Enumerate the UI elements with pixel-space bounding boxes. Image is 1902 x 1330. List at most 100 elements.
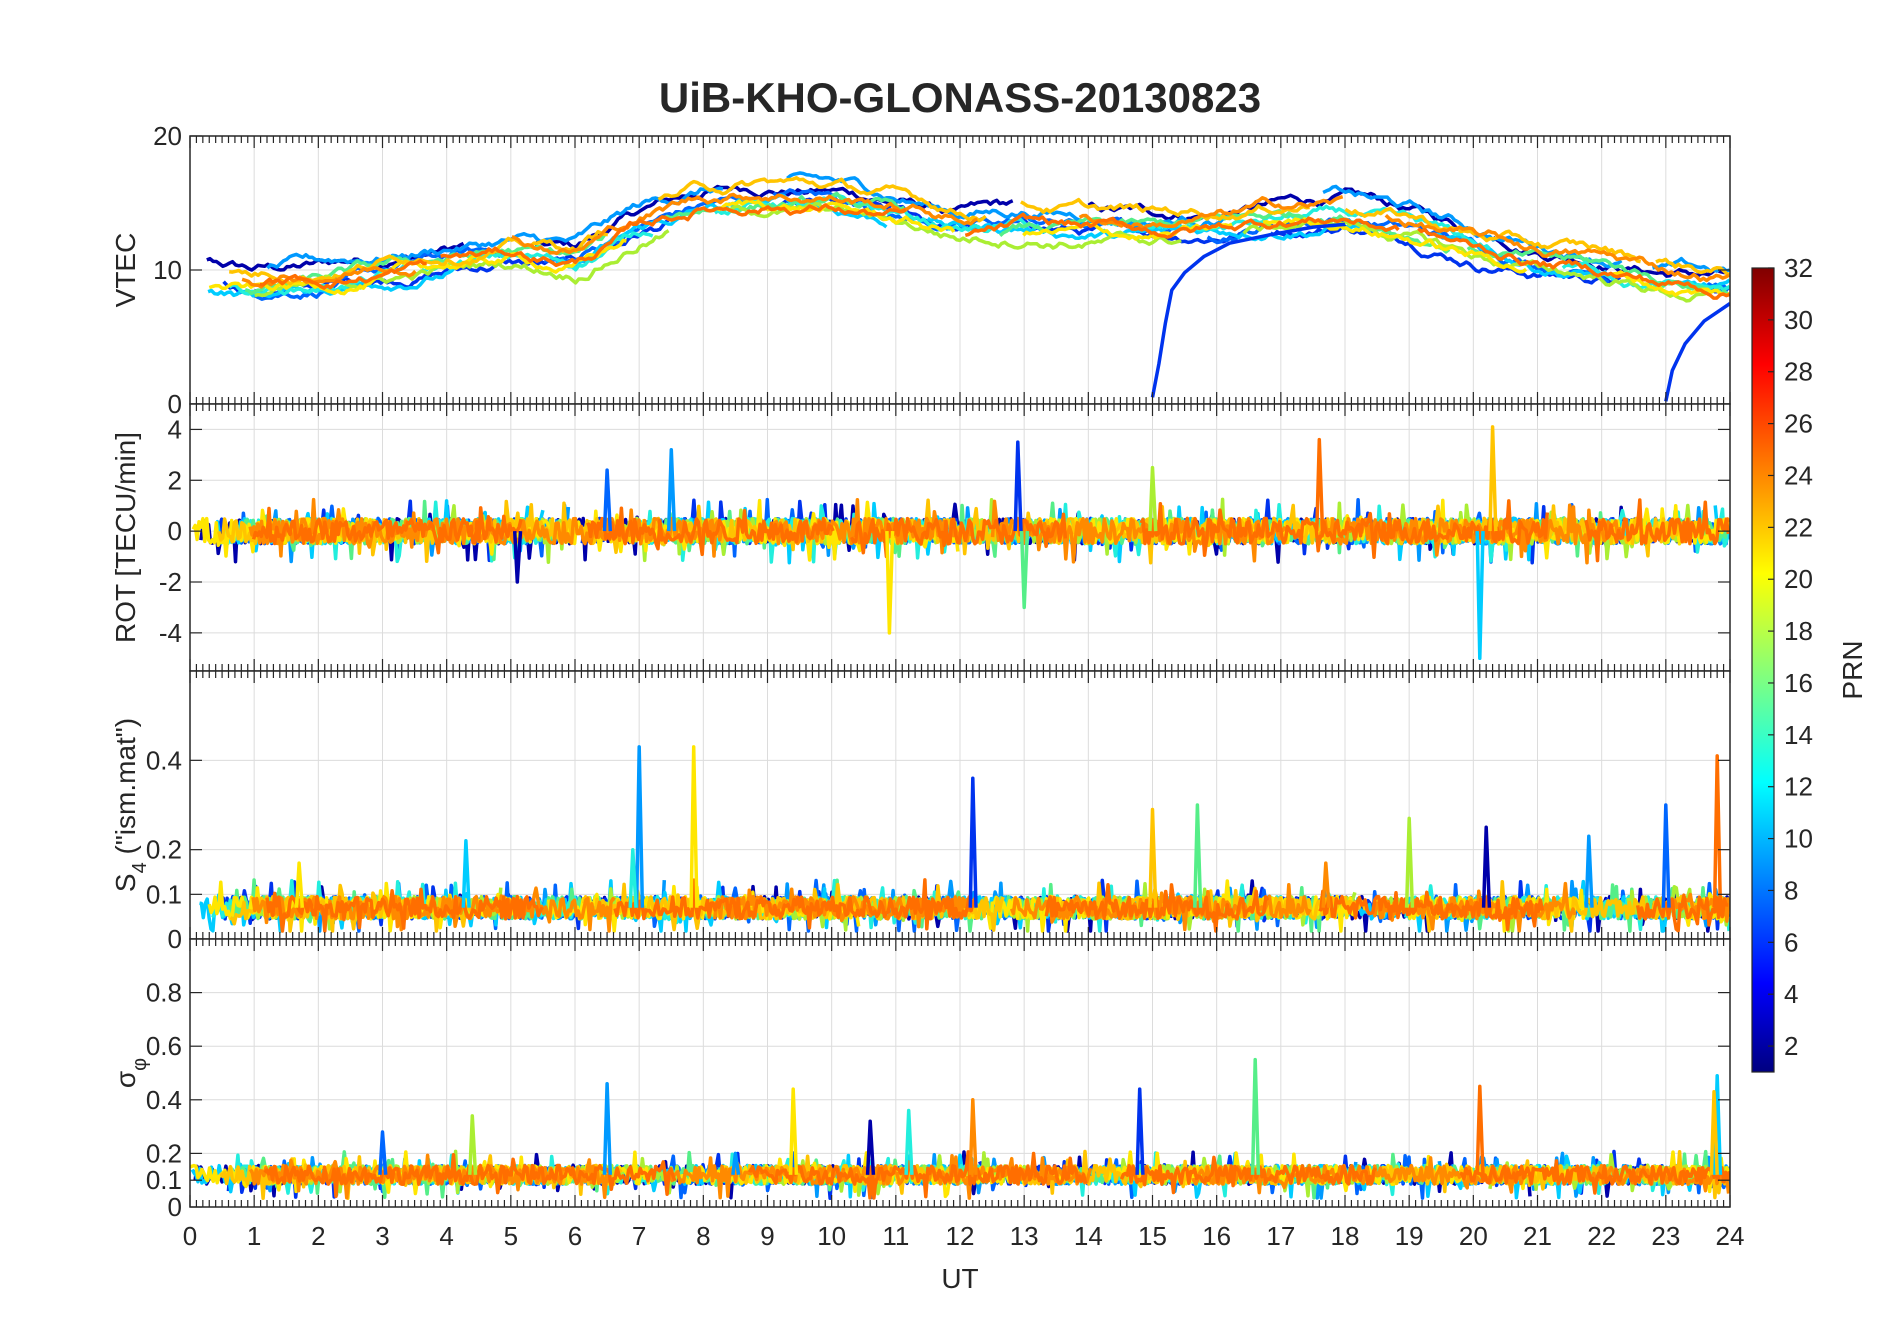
x-tick-label: 13: [1010, 1221, 1039, 1251]
colorbar-tick-label: 16: [1784, 668, 1813, 698]
series-spike-prn-18: [468, 1114, 478, 1175]
y-tick-label: 0.6: [146, 1031, 182, 1061]
y-tick-label: 4: [168, 414, 182, 444]
colorbar-tick-label: 22: [1784, 512, 1813, 542]
panel-series: [191, 425, 1730, 661]
y-axis-label-subscript: 4: [129, 862, 151, 873]
x-tick-label: 11: [882, 1221, 909, 1251]
panel-ticks: [189, 404, 1731, 671]
series-spike-prn-11: [461, 838, 471, 908]
colorbar-tick-label: 10: [1784, 824, 1813, 854]
colorbar-tick-label: 24: [1784, 460, 1813, 490]
y-axis-label: σφ: [110, 1058, 151, 1088]
series-line-prn-24: [265, 887, 544, 933]
colorbar-tick-label: 30: [1784, 305, 1813, 335]
series-track-prn-5: [1150, 222, 1346, 398]
series-line-prn-24: [1635, 893, 1729, 933]
y-tick-label: 0: [168, 516, 182, 546]
series-spike-prn-24: [1315, 437, 1325, 532]
series-spike-prn-2: [865, 1119, 876, 1175]
y-tick-label: 0.4: [146, 1085, 182, 1115]
series-spike-prn-2: [1481, 825, 1492, 908]
series-line-prn-7: [251, 246, 504, 301]
series-spike-prn-20: [294, 861, 305, 908]
y-tick-label: 0.2: [146, 835, 182, 865]
series-spike-prn-5: [1135, 1087, 1145, 1175]
series-line-prn-2: [1087, 187, 1465, 232]
colorbar-tick-label: 18: [1784, 616, 1813, 646]
series-spike-prn-2: [512, 530, 523, 584]
colorbar-tick-label: 26: [1784, 409, 1813, 439]
series-spike-prn-21: [1148, 807, 1158, 908]
series-line-prn-13: [228, 263, 407, 297]
series-line-prn-24: [613, 878, 977, 931]
series-spike-prn-5: [1013, 440, 1023, 532]
colorbar-tick-label: 28: [1784, 357, 1813, 387]
y-tick-label: 10: [153, 255, 182, 285]
series-spike-prn-24: [1475, 1084, 1485, 1175]
series-line-prn-21: [1020, 197, 1310, 222]
series-line-prn-20: [1610, 270, 1730, 297]
series-line-prn-21: [1344, 206, 1641, 264]
x-tick-label: 20: [1459, 1221, 1488, 1251]
series-spike-prn-7: [378, 1130, 388, 1175]
series-spike-prn-5: [968, 776, 978, 908]
panel-sigma: 00.10.2 0.4 0.6 0.8 σφ: [110, 938, 1731, 1222]
x-tick-label: 18: [1331, 1221, 1360, 1251]
series-spike-prn-24: [1712, 754, 1723, 908]
series-line-prn-24: [1318, 889, 1545, 932]
colorbar-tick-label: 14: [1784, 720, 1813, 750]
series-track-prn-10: [1664, 302, 1730, 402]
x-tick-label: 3: [375, 1221, 389, 1251]
y-tick-label: 0.1: [146, 1165, 182, 1195]
series-line-prn-24: [1119, 1155, 1378, 1195]
series-spike-prn-20: [689, 745, 699, 908]
colorbar-tick-label: 12: [1784, 772, 1813, 802]
panel-series: [199, 745, 1730, 933]
y-tick-label: 0: [168, 924, 182, 954]
y-axis-label: S4 ("ism.mat"): [110, 718, 151, 892]
series-line-prn-24: [1139, 499, 1550, 560]
y-tick-label: 0.4: [146, 745, 182, 775]
x-tick-label: 8: [696, 1221, 710, 1251]
y-tick-label: 2: [168, 465, 182, 495]
x-tick-label: 24: [1716, 1221, 1745, 1251]
series-spike-prn-9: [1584, 834, 1594, 908]
x-tick-label: 2: [311, 1221, 325, 1251]
series-spike-prn-7: [1661, 803, 1671, 908]
series-line-prn-13: [420, 231, 654, 274]
x-tick-label: 17: [1266, 1221, 1295, 1251]
series-spike-prn-11: [1475, 531, 1485, 661]
panel-series: [206, 171, 1730, 402]
x-tick-label: 14: [1074, 1221, 1103, 1251]
series-line-prn-20: [715, 198, 956, 233]
y-tick-label: 0.8: [146, 978, 182, 1008]
series-spike-prn-21: [1488, 425, 1498, 532]
panel-vtec: 0 10 20 VTEC: [110, 121, 1731, 419]
series-spike-prn-9: [602, 1081, 613, 1175]
series-line-prn-21: [1655, 257, 1730, 277]
colorbar-tick-label: 32: [1784, 253, 1813, 283]
panel-series: [190, 1057, 1730, 1200]
y-tick-label: 20: [153, 121, 182, 151]
colorbar-label: PRN: [1837, 640, 1868, 699]
colorbar-tick-label: 20: [1784, 564, 1813, 594]
series-line-prn-20: [1022, 222, 1233, 241]
x-axis: 0 1 2 3 4 5 6 7 8 9 10 11 12 13 14 15 16 17 18 19 20 21 22 23 24: [183, 1221, 1745, 1251]
series-line-prn-23: [990, 499, 1287, 564]
x-tick-label: 0: [183, 1221, 197, 1251]
panel-s4: 00.10.20.4S4 ("ism.mat"): [110, 670, 1731, 954]
panel-ticks: [189, 671, 1731, 940]
series-line-prn-9: [1651, 256, 1730, 274]
series-line-prn-21: [657, 176, 987, 223]
y-axis-label-main: ROT [TECU/min]: [110, 432, 141, 643]
series-line-prn-23: [1384, 213, 1730, 283]
x-tick-label: 7: [632, 1221, 646, 1251]
series-spike-prn-15: [1019, 531, 1030, 610]
x-tick-label: 9: [760, 1221, 774, 1251]
series-spike-prn-18: [1148, 465, 1158, 532]
panel-rot: -4 -2 0 2 4 ROT [TECU/min]: [110, 403, 1731, 672]
series-spike-prn-15: [1193, 803, 1203, 908]
